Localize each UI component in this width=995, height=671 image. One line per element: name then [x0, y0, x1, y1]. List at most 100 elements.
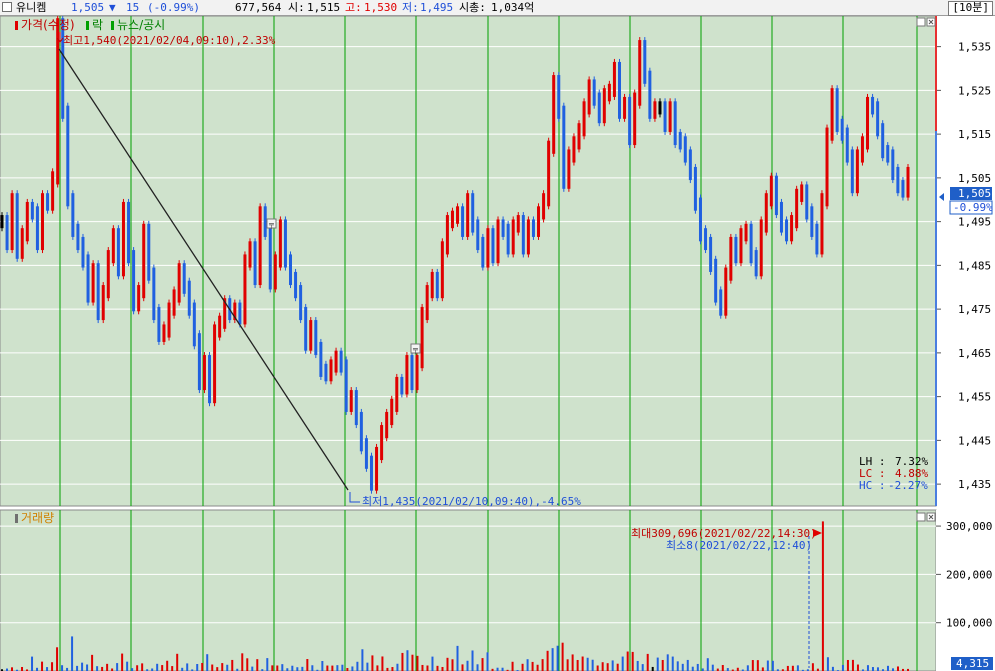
volume-bar[interactable] [211, 664, 214, 671]
volume-bar[interactable] [706, 658, 709, 671]
volume-bar[interactable] [741, 669, 744, 671]
volume-bar[interactable] [861, 669, 864, 671]
volume-bar[interactable] [471, 650, 474, 671]
volume-bar[interactable] [256, 659, 259, 671]
volume-bar[interactable] [546, 650, 549, 671]
volume-bar[interactable] [907, 668, 909, 671]
volume-bar[interactable] [531, 661, 534, 671]
stock-chart[interactable]: 1,535 1,525 1,515 1,505 1,495 1,485 1,475 1,465… [0, 16, 995, 671]
price-plot-area[interactable] [0, 16, 937, 507]
volume-bar[interactable] [901, 668, 904, 671]
volume-bar[interactable] [726, 668, 729, 671]
volume-plot-area[interactable] [0, 509, 937, 671]
volume-bar[interactable] [681, 663, 684, 671]
volume-bar[interactable] [721, 665, 724, 671]
volume-bar[interactable] [811, 663, 814, 671]
volume-bar[interactable] [716, 668, 719, 671]
volume-bar[interactable] [436, 665, 439, 671]
event-marker-icon[interactable] [410, 343, 421, 354]
select-checkbox[interactable] [2, 2, 12, 12]
volume-bar[interactable] [551, 648, 554, 671]
volume-bar[interactable] [781, 669, 784, 671]
volume-bar[interactable] [616, 663, 619, 671]
volume-bar[interactable] [351, 666, 354, 671]
volume-bar[interactable] [61, 665, 64, 671]
volume-bar[interactable] [251, 666, 254, 671]
volume-bar[interactable] [431, 656, 434, 671]
volume-bar[interactable] [601, 662, 604, 671]
volume-bar[interactable] [86, 664, 89, 671]
volume-bar[interactable] [221, 663, 224, 671]
volume-bar[interactable] [426, 665, 429, 671]
volume-bar[interactable] [131, 668, 134, 671]
volume-bar[interactable] [301, 666, 304, 671]
volume-bar[interactable] [236, 668, 239, 671]
volume-bar[interactable] [111, 668, 114, 671]
volume-bar[interactable] [791, 665, 794, 671]
volume-bar[interactable] [526, 659, 529, 671]
event-marker-icon[interactable] [266, 218, 277, 229]
volume-bar[interactable] [731, 669, 734, 671]
volume-bar[interactable] [21, 666, 24, 671]
volume-bar[interactable] [391, 667, 394, 671]
price-axis-area[interactable] [936, 16, 995, 506]
volume-bar[interactable] [521, 663, 524, 671]
volume-bar[interactable] [196, 663, 199, 671]
volume-bar[interactable] [381, 656, 384, 671]
price-legend-label[interactable]: 가격(수정) [21, 18, 75, 32]
volume-bar[interactable] [806, 669, 809, 671]
volume-bar[interactable] [766, 660, 769, 671]
volume-bar[interactable] [886, 665, 889, 671]
volume-bar[interactable] [626, 651, 629, 671]
volume-bar[interactable] [871, 667, 874, 671]
volume-bar[interactable] [321, 661, 324, 671]
volume-bar[interactable] [696, 663, 699, 671]
volume-bar[interactable] [366, 662, 369, 671]
volume-bar[interactable] [361, 649, 364, 671]
volume-bar[interactable] [816, 668, 819, 671]
volume-bar[interactable] [96, 666, 99, 671]
volume-bar[interactable] [686, 659, 689, 671]
volume-bar[interactable] [191, 669, 194, 671]
volume-bar[interactable] [466, 660, 469, 671]
volume-bar[interactable] [106, 663, 109, 671]
volume-bar[interactable] [306, 659, 309, 671]
volume-bar[interactable] [271, 665, 274, 671]
volume-bar[interactable] [491, 668, 494, 671]
volume-bar[interactable] [336, 665, 339, 671]
volume-bar[interactable] [346, 668, 349, 671]
volume-bar[interactable] [201, 662, 204, 671]
volume-bar[interactable] [46, 667, 49, 671]
volume-bar[interactable] [101, 666, 104, 671]
volume-legend-label[interactable]: 거래량 [21, 511, 54, 525]
maximize-volume-panel-button[interactable] [916, 512, 926, 522]
volume-bar[interactable] [831, 666, 834, 671]
volume-bar[interactable] [31, 656, 34, 671]
volume-bar[interactable] [121, 653, 124, 671]
volume-bar[interactable] [151, 668, 154, 671]
volume-bar[interactable] [736, 667, 739, 671]
volume-bar[interactable] [171, 666, 174, 671]
volume-bar[interactable] [206, 654, 209, 671]
volume-bar[interactable] [291, 665, 294, 671]
volume-bar[interactable] [51, 662, 54, 671]
volume-bar[interactable] [566, 659, 569, 671]
volume-bar[interactable] [666, 654, 669, 671]
volume-bar[interactable] [786, 665, 789, 671]
volume-bar[interactable] [356, 661, 359, 671]
volume-bar[interactable] [216, 667, 219, 671]
volume-bar[interactable] [71, 636, 74, 671]
volume-bar[interactable] [756, 660, 759, 671]
volume-bar[interactable] [676, 661, 679, 671]
volume-bar[interactable] [296, 667, 299, 671]
volume-bar[interactable] [586, 657, 589, 671]
volume-bar[interactable] [326, 665, 329, 671]
volume-bar[interactable] [506, 669, 509, 671]
volume-bar[interactable] [1, 669, 3, 671]
volume-bar[interactable] [56, 647, 59, 671]
volume-bar[interactable] [81, 662, 84, 671]
volume-bar[interactable] [266, 658, 269, 671]
volume-bar[interactable] [826, 657, 829, 671]
volume-bar[interactable] [746, 665, 749, 671]
volume-bar[interactable] [156, 663, 159, 671]
